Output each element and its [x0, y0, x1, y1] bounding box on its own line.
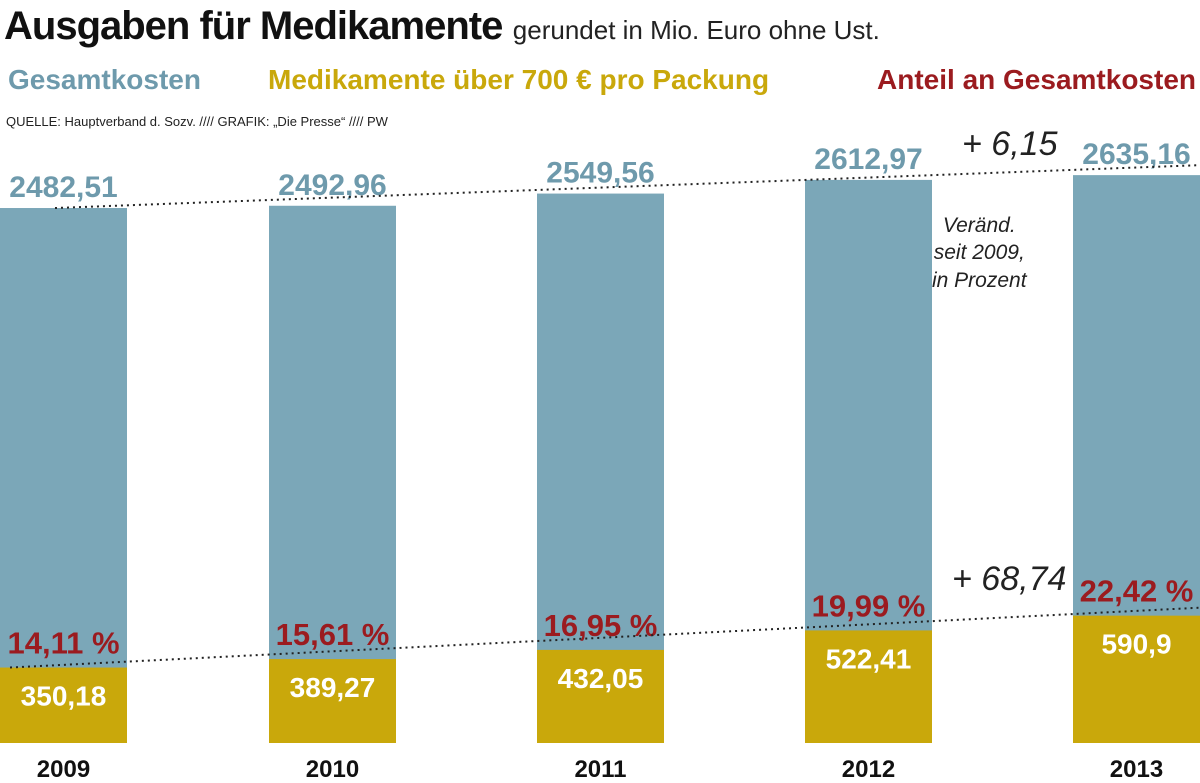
legend-expensive-drugs: Medikamente über 700 € pro Packung: [268, 64, 770, 95]
label-total-2013: 2635,16: [1082, 138, 1190, 171]
bar-total-2010: [269, 205, 396, 744]
legend-share-of-total: Anteil an Gesamtkosten: [877, 64, 1196, 95]
label-total-2012: 2612,97: [814, 143, 922, 176]
bar-expensive-2012: [805, 630, 932, 743]
label-share-2011: 16,95 %: [544, 608, 658, 643]
label-share-2009: 14,11 %: [7, 626, 119, 661]
change-caption: Veränd. seit 2009, in Prozent: [932, 214, 1027, 292]
label-expensive-2011: 432,05: [558, 663, 644, 694]
x-tick-2013: 2013: [1110, 756, 1163, 783]
title-row: Ausgaben für Medikamente gerundet in Mio…: [4, 4, 880, 49]
chart-subtitle: gerundet in Mio. Euro ohne Ust.: [512, 15, 880, 45]
label-share-2010: 15,61 %: [276, 617, 390, 652]
label-expensive-2013: 590,9: [1101, 629, 1171, 660]
x-tick-2010: 2010: [306, 756, 359, 783]
chart-title: Ausgaben für Medikamente: [4, 4, 503, 48]
label-expensive-2012: 522,41: [826, 643, 912, 674]
label-share-2013: 22,42 %: [1080, 574, 1194, 609]
x-tick-2009: 2009: [37, 756, 90, 783]
x-tick-2012: 2012: [842, 756, 895, 783]
bar-expensive-2011: [537, 649, 664, 743]
label-expensive-2009: 350,18: [21, 681, 107, 712]
change-total-annotation: + 6,15: [962, 125, 1058, 163]
label-total-2011: 2549,56: [546, 157, 654, 190]
label-expensive-2010: 389,27: [290, 672, 376, 703]
label-total-2009: 2482,51: [9, 171, 117, 204]
change-expensive-annotation: + 68,74: [952, 560, 1067, 598]
trend-line-total: [54, 164, 1200, 210]
bar-expensive-2009: [0, 667, 127, 743]
x-tick-2011: 2011: [574, 756, 626, 783]
source-note: QUELLE: Hauptverband d. Sozv. //// GRAFI…: [6, 114, 388, 129]
bar-total-2009: [0, 208, 127, 743]
trend-line-expensive: [9, 606, 1200, 669]
label-share-2012: 19,99 %: [812, 588, 926, 623]
bar-expensive-2010: [269, 659, 396, 743]
legend-total-costs: Gesamtkosten: [8, 64, 201, 95]
bar-expensive-2013: [1073, 615, 1200, 743]
